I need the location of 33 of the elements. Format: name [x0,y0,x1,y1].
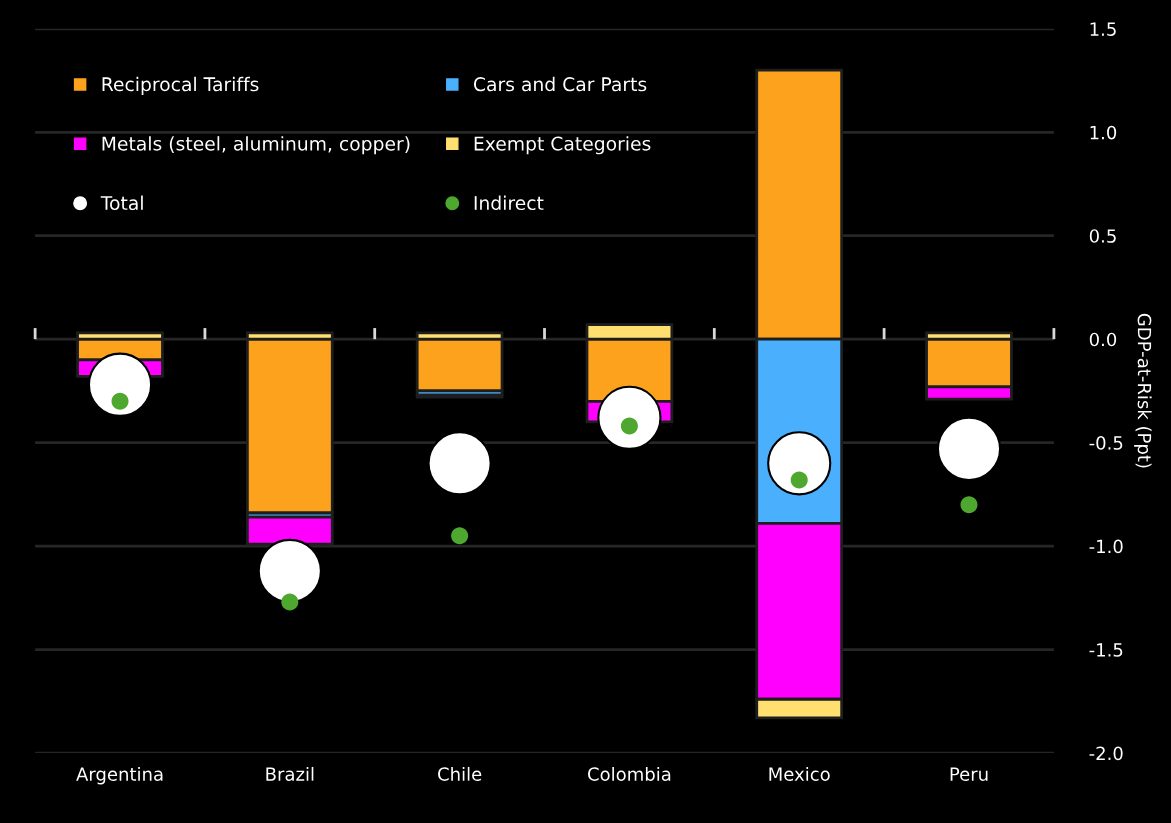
legend-label: Exempt Categories [474,136,651,155]
legend-label: Indirect [474,195,544,211]
y-tick-label: -0.5 [1089,436,1123,450]
point [111,392,129,410]
x-tick-label: Peru [950,767,988,781]
point [960,496,978,514]
y-tick-label: -2.0 [1089,746,1123,761]
point [281,593,299,611]
point [451,527,469,545]
y-tick-label: 0.5 [1089,229,1116,243]
bar [415,393,504,399]
x-tick-label: Brazil [266,766,314,781]
legend-label: Metals (steel, aluminum, copper) [102,136,410,155]
y-axis-title: GDP-at-Risk (Ppt) [1134,313,1152,468]
point [790,471,808,489]
point [597,385,662,450]
legend-label: Cars and Car Parts [473,76,647,92]
y-tick-label: -1.0 [1089,539,1123,554]
x-tick-label: Colombia [588,766,671,781]
x-tick-label: Chile [438,766,482,781]
y-tick-label: 0.0 [1089,332,1117,347]
point [936,416,1002,481]
legend-label: Reciprocal Tariffs [102,76,259,95]
legend-label: Total [100,195,143,211]
point [427,431,492,496]
x-tick-label: Argentina [76,766,163,785]
y-tick-label: -1.5 [1089,643,1123,657]
point [620,417,638,435]
y-tick-label: 1.5 [1090,22,1116,36]
y-tick-label: 1.0 [1090,125,1117,140]
point [767,431,832,496]
x-tick-label: Mexico [769,766,830,781]
point [87,352,153,417]
